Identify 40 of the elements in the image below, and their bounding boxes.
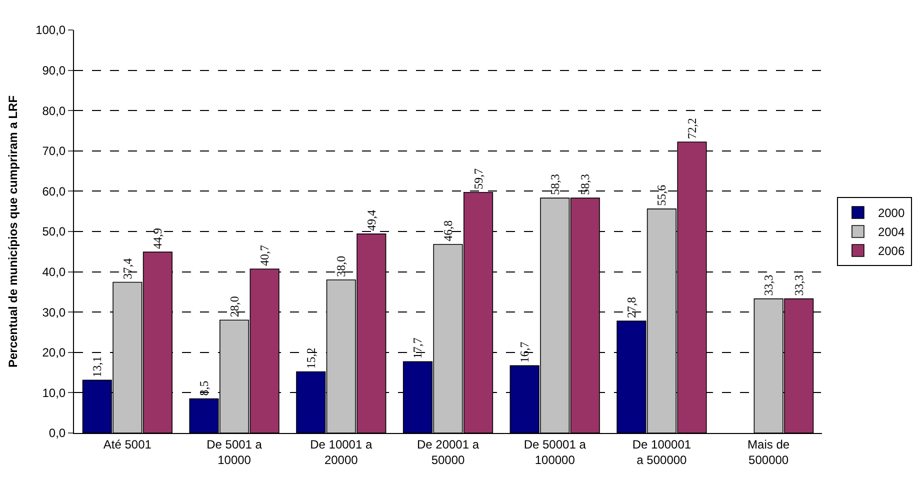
y-tick-label: 100,0 xyxy=(36,23,66,38)
data-label: 58,3 xyxy=(578,174,592,196)
x-tick-label: De 20001 a 50000 xyxy=(416,437,480,467)
data-label: 44,9 xyxy=(150,228,165,250)
data-label: 27,8 xyxy=(624,296,638,318)
data-label: 33,3 xyxy=(792,274,806,296)
data-label: 37,4 xyxy=(120,258,134,280)
legend-label: 2006 xyxy=(878,244,905,258)
x-tick-label: De 50001 a 100000 xyxy=(524,437,586,467)
data-label: 28,0 xyxy=(227,296,242,318)
y-tick-label: 70,0 xyxy=(42,144,66,158)
data-label: 33,3 xyxy=(762,274,776,296)
data-label: 46,8 xyxy=(441,220,455,242)
y-tick-label: 80,0 xyxy=(42,104,66,118)
data-label: 49,4 xyxy=(364,210,378,231)
y-tick-label: 10,0 xyxy=(42,386,66,400)
data-label: 59,7 xyxy=(471,168,486,190)
data-label: 38,0 xyxy=(334,256,348,277)
y-tick-label: 90,0 xyxy=(42,64,66,78)
legend-label: 2000 xyxy=(878,206,905,220)
data-label: 72,2 xyxy=(684,118,699,140)
data-label: 8,5 xyxy=(197,380,212,396)
x-tick-label: De 10001 a 20000 xyxy=(310,437,372,467)
y-axis-title: Percentual de municípios que cumpriram a LRF xyxy=(6,95,20,368)
x-tick-label: Mais de 500000 xyxy=(748,437,790,467)
y-tick-label: 0,0 xyxy=(48,426,66,440)
y-tick-label: 30,0 xyxy=(42,305,66,320)
y-tick-label: 50,0 xyxy=(42,224,66,239)
y-tick-label: 40,0 xyxy=(42,265,66,279)
x-tick-label: De 100001 a 500000 xyxy=(632,437,692,467)
data-label: 55,6 xyxy=(654,184,669,206)
x-tick-label: De 5001 a 10000 xyxy=(206,437,262,467)
x-tick-label: Até 5001 xyxy=(103,437,152,452)
data-label: 58,3 xyxy=(548,174,562,196)
data-label: 13,1 xyxy=(90,356,104,378)
legend-label: 2004 xyxy=(878,225,905,240)
data-label: 17,7 xyxy=(410,338,425,359)
data-label: 40,7 xyxy=(258,244,272,266)
y-tick-label: 60,0 xyxy=(42,184,66,198)
y-tick-label: 20,0 xyxy=(42,346,66,360)
